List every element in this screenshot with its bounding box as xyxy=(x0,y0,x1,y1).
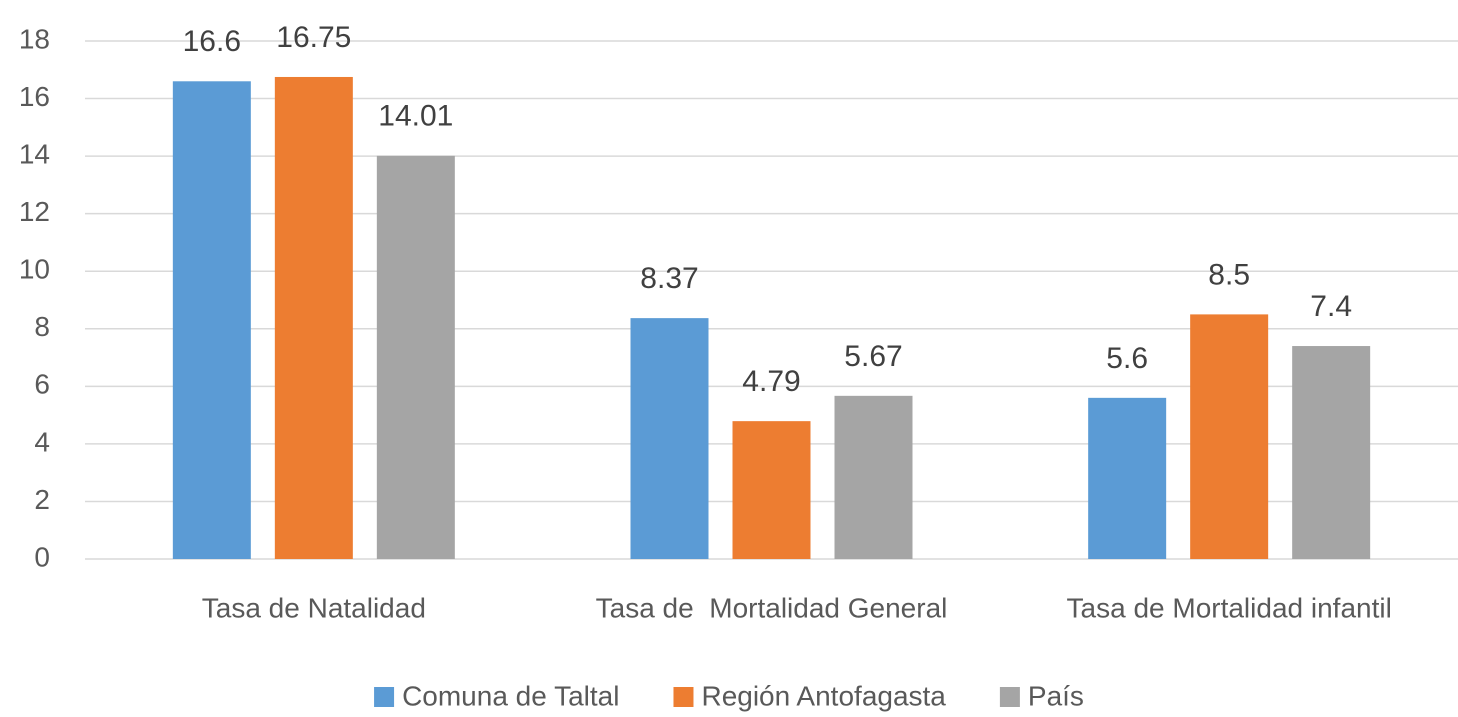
bar xyxy=(834,395,913,559)
data-label: 8.37 xyxy=(640,262,698,295)
bar xyxy=(1088,397,1167,559)
data-label: 7.4 xyxy=(1310,290,1352,323)
data-label: 16.75 xyxy=(276,21,351,54)
legend-label: País xyxy=(1028,680,1084,711)
x-tick-label: Tasa de Natalidad xyxy=(202,592,426,623)
y-tick-label: 2 xyxy=(34,484,50,515)
bar xyxy=(274,76,353,559)
y-tick-label: 4 xyxy=(34,426,50,457)
data-label: 14.01 xyxy=(378,100,453,133)
data-label: 5.6 xyxy=(1106,342,1148,375)
legend-label: Región Antofagasta xyxy=(701,680,946,711)
y-tick-label: 0 xyxy=(34,541,50,572)
legend-swatch xyxy=(673,687,694,707)
bar xyxy=(630,318,709,559)
x-tick-label: Tasa de Mortalidad infantil xyxy=(1067,592,1392,623)
data-label: 5.67 xyxy=(844,340,902,373)
legend-swatch xyxy=(374,687,395,707)
data-label: 8.5 xyxy=(1208,258,1250,291)
y-tick-label: 6 xyxy=(34,369,50,400)
bar xyxy=(172,81,251,560)
y-tick-label: 10 xyxy=(19,254,50,285)
y-tick-label: 18 xyxy=(19,23,50,54)
data-label: 4.79 xyxy=(742,365,800,398)
bar xyxy=(1292,346,1371,559)
y-tick-label: 8 xyxy=(34,311,50,342)
y-tick-label: 12 xyxy=(19,196,50,227)
bar xyxy=(1190,314,1269,559)
y-tick-label: 16 xyxy=(19,81,50,112)
bar xyxy=(732,421,811,559)
legend-swatch xyxy=(999,687,1020,707)
y-tick-label: 14 xyxy=(19,139,50,170)
x-tick-label: Tasa de Mortalidad General xyxy=(596,592,948,623)
data-label: 16.6 xyxy=(183,25,241,58)
legend-label: Comuna de Taltal xyxy=(402,680,619,711)
bar xyxy=(376,155,455,559)
